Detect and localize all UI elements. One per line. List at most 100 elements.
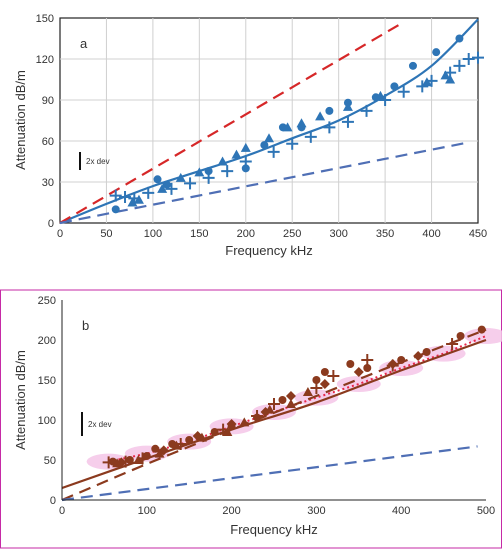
panel-a-point-circle — [408, 61, 417, 70]
panel-b-point-diamond — [226, 419, 237, 429]
panel-b-point-circle — [320, 368, 329, 376]
panel-a-point-triangle — [240, 142, 251, 152]
panel-b-point-triangle — [133, 455, 144, 464]
panel-a-ytick-label: 0 — [48, 218, 54, 230]
panel-a-point-plus — [462, 53, 475, 65]
panel-a-point-plus — [202, 171, 215, 184]
panel-a-xtick-label: 350 — [376, 228, 394, 240]
panel-a-point-triangle — [157, 183, 168, 193]
panel-a-xtick-label: 100 — [144, 228, 162, 240]
panel-b-point-plus — [361, 354, 374, 366]
panel-a-series — [59, 18, 484, 225]
panel-b-point-plus — [327, 370, 340, 382]
panel-a-point-plus — [119, 191, 132, 204]
panel-a-point-triangle — [342, 101, 353, 111]
panel-a-point-triangle — [375, 90, 386, 100]
panel-b-ylabel: Attenuation dB/m — [13, 350, 28, 450]
panel-b-point-diamond — [413, 351, 424, 361]
panel-a-point-triangle — [282, 122, 293, 132]
panel-b-point-circle — [278, 396, 287, 404]
panel-a-point-plus — [425, 74, 438, 87]
panel-a-point-triangle — [217, 156, 228, 166]
panel-b-ytick-label: 200 — [38, 335, 56, 347]
panel-b-point-triangle — [222, 427, 233, 436]
panel-a-point-circle — [390, 82, 399, 91]
panel-a-point-plus — [444, 66, 457, 79]
panel-a-ytick-label: 60 — [42, 136, 54, 148]
panel-a-point-plus — [379, 94, 392, 106]
panel-b-ytick-label: 250 — [38, 295, 56, 307]
panel-a-point-plus — [286, 137, 299, 150]
panel-a-xtick-label: 250 — [283, 228, 301, 240]
panel-b-letter: b — [82, 318, 89, 333]
panel-a-point-triangle — [315, 111, 326, 121]
panel-b-series — [61, 325, 502, 502]
panel-b-point-diamond — [353, 367, 364, 377]
panel-b-point-plus — [102, 456, 115, 469]
panel-b-point-triangle — [264, 404, 275, 414]
panel-a-point-circle — [260, 141, 269, 150]
panel-a-point-circle — [432, 48, 441, 57]
panel-a-point-triangle — [175, 172, 186, 182]
panel-a-point-plus — [165, 182, 178, 195]
panel-b-point-triangle — [239, 417, 250, 427]
panel-b-point-diamond — [319, 379, 330, 389]
panel-a-point-plus — [472, 51, 484, 64]
panel-a-point-plus — [221, 165, 234, 178]
panel-b-xtick-label: 300 — [307, 505, 325, 517]
panel-b-xtick-label: 400 — [392, 505, 410, 517]
panel-a-point-circle — [241, 164, 250, 173]
panel-b-point-circle — [312, 376, 321, 384]
panel-a-ytick-label: 150 — [36, 13, 54, 25]
panel-b-xtick-label: 0 — [59, 505, 65, 517]
panel-a-point-plus — [397, 85, 410, 98]
panel-b-point-circle — [422, 348, 431, 356]
panel-b-point-plus — [446, 338, 459, 350]
panel-b-point-plus — [119, 455, 132, 468]
panel-a-point-plus — [323, 121, 336, 134]
panel-a-point-triangle — [194, 167, 205, 177]
panel-b: 0 100 200 300 400 500 0 50 100 150 200 250 b 2x dev… — [0, 289, 502, 549]
panel-b-ytick-label: 50 — [44, 455, 56, 467]
panel-a-xtick-label: 0 — [57, 228, 63, 240]
panel-a-point-triangle — [264, 133, 274, 143]
panel-a-point-circle — [153, 175, 162, 184]
panel-b-point-plus — [310, 382, 323, 394]
panel-a-point-plus — [304, 130, 317, 143]
panel-a-xlabel: Frequency kHz — [225, 243, 312, 258]
panel-b-point-triangle — [196, 432, 207, 442]
panel-a-xtick-label: 200 — [237, 228, 255, 240]
panel-a-ytick-label: 30 — [42, 177, 54, 189]
panel-a-point-plus — [267, 145, 280, 158]
panel-b-point-triangle — [302, 387, 313, 396]
panel-a-ticks: 0 50 100 150 200 250 300 350 400 450 0 30 60 90 120 150 — [36, 13, 488, 240]
panel-a-xtick-label: 300 — [329, 228, 347, 240]
panel-b-point-circle — [185, 436, 194, 444]
panel-b-point-plus — [251, 410, 264, 422]
panel-b-ytick-label: 100 — [38, 415, 56, 427]
panel-b-ytick-label: 150 — [38, 375, 56, 387]
panel-b-xlabel: Frequency kHz — [230, 522, 317, 537]
panel-b-point-circle — [363, 364, 372, 372]
panel-a-point-circle — [111, 205, 120, 214]
panel-b-devlabel: 2x dev — [88, 420, 112, 429]
panel-a-xtick-label: 50 — [100, 228, 112, 240]
panel-a-line-dashed — [59, 21, 405, 224]
panel-a-point-plus — [184, 177, 197, 190]
panel-a-point-plus — [239, 155, 252, 168]
panel-b-ticks: 0 100 200 300 400 500 0 50 100 150 200 250 — [38, 295, 496, 517]
panel-a-point-triangle — [445, 74, 456, 84]
panel-a: 0 50 100 150 200 250 300 350 400 450 0 30 60 90 120 150… — [13, 13, 487, 258]
panel-b-point-triangle — [285, 399, 296, 408]
panel-a-point-plus — [128, 192, 141, 205]
panel-b-point-plus — [268, 398, 280, 410]
panel-a-ytick-label: 90 — [42, 95, 54, 107]
panel-b-xtick-label: 500 — [477, 505, 495, 517]
panel-b-xtick-label: 200 — [222, 505, 240, 517]
panel-a-point-plus — [453, 59, 466, 72]
panel-b-point-plus — [386, 359, 399, 372]
panel-a-point-triangle — [296, 118, 307, 128]
panel-b-point-triangle — [171, 440, 182, 450]
panel-b-point-circle — [151, 444, 160, 453]
